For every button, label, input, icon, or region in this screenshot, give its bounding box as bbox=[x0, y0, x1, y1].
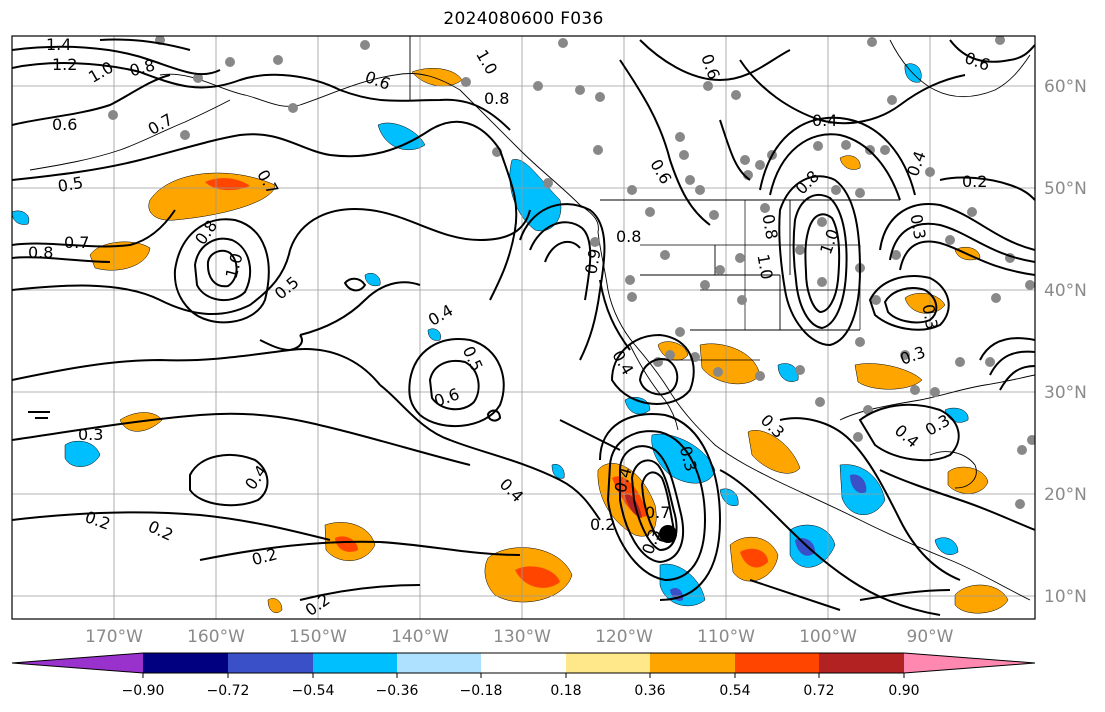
baja-peninsula bbox=[629, 344, 679, 431]
shade-royalblue-east-pac bbox=[795, 538, 815, 556]
gridlines bbox=[12, 36, 1035, 619]
contour-label: 0.4 bbox=[812, 111, 837, 130]
lon-label: 130°W bbox=[493, 627, 551, 647]
colorbar-tick-label: 0.36 bbox=[634, 683, 666, 699]
page-title: 2024080600 F036 bbox=[443, 9, 604, 29]
colorbar-tick-label: 0.54 bbox=[719, 683, 751, 699]
negative-fields bbox=[12, 63, 969, 607]
contour-lines bbox=[12, 38, 1035, 616]
aleutian-chain bbox=[29, 99, 231, 171]
map-frame bbox=[11, 35, 1036, 620]
shade-orange-hudson bbox=[839, 155, 861, 170]
lon-label: 140°W bbox=[391, 627, 449, 647]
contour-label: 0.3 bbox=[918, 303, 941, 331]
shade-blue-bc-coast bbox=[509, 159, 562, 232]
canada-borders bbox=[409, 36, 900, 331]
shade-blue-tc-south bbox=[659, 563, 706, 607]
shading-layer: 1.4 1.2 1.0 0.8 0.6 0.7 0.5 0.7 0.8 0.7 … bbox=[12, 35, 1035, 619]
west-coast bbox=[597, 231, 1031, 601]
lon-label: 100°W bbox=[799, 627, 857, 647]
contour-label: 1.4 bbox=[46, 35, 71, 54]
shade-red-central-pacific bbox=[335, 536, 358, 552]
hudson-bay bbox=[889, 39, 1031, 98]
lon-label: 120°W bbox=[595, 627, 653, 647]
shade-red-east-tropics bbox=[740, 548, 768, 568]
shade-red-south bbox=[515, 566, 560, 588]
contour-label: 0.5 bbox=[56, 173, 84, 196]
shade-blue-sm8 bbox=[364, 272, 381, 287]
shade-blue-sm1 bbox=[719, 488, 739, 506]
lat-label: 30°N bbox=[1044, 383, 1087, 403]
contour-label: 0.8 bbox=[758, 213, 781, 241]
lon-label: 160°W bbox=[187, 627, 245, 647]
colorbar-tick-label: 0.72 bbox=[803, 683, 835, 699]
lon-label: 90°W bbox=[906, 627, 954, 647]
shade-orange-mexico bbox=[747, 430, 801, 474]
contour-label: 0.2 bbox=[962, 172, 987, 191]
shade-blue-sm2 bbox=[551, 464, 565, 479]
contour-label: 0.8 bbox=[28, 243, 53, 262]
shade-blue-tc-east bbox=[651, 433, 716, 484]
shade-orange-west-pacific bbox=[89, 241, 151, 271]
lat-label: 60°N bbox=[1044, 77, 1087, 97]
lat-label: 40°N bbox=[1044, 281, 1087, 301]
lon-label: 170°W bbox=[85, 627, 143, 647]
contour-label: 0.2 bbox=[590, 515, 615, 534]
shade-orange-sm2 bbox=[267, 598, 283, 613]
lon-label: 110°W bbox=[697, 627, 755, 647]
colorbar-tick-label: 0.90 bbox=[888, 683, 920, 699]
contour-label: 1.2 bbox=[52, 55, 77, 74]
contour-label: 0.8 bbox=[484, 89, 509, 108]
contour-label: 0.3 bbox=[906, 213, 929, 241]
shade-blue-central-am bbox=[934, 537, 959, 555]
storm-center-marker bbox=[659, 525, 677, 543]
us-states bbox=[640, 200, 861, 361]
shade-blue-west-pac bbox=[64, 440, 101, 467]
contour-label: 0.8 bbox=[616, 227, 641, 246]
shade-orange-caribbean bbox=[947, 466, 989, 494]
shade-blue-sm5 bbox=[12, 210, 30, 225]
shade-orange-plains bbox=[854, 363, 923, 390]
colorbar-tick-label: −0.36 bbox=[375, 683, 419, 699]
contour-label: 0.7 bbox=[64, 233, 89, 252]
colorbar-tick-label: −0.72 bbox=[206, 683, 250, 699]
contour-label: 0.9 bbox=[581, 247, 604, 275]
contour-label: 1.0 bbox=[753, 253, 776, 281]
alaska-coast bbox=[159, 73, 599, 233]
colorbar-tick-label: 0.18 bbox=[550, 683, 582, 699]
lon-label: 150°W bbox=[289, 627, 347, 647]
yucatan bbox=[929, 451, 977, 489]
colorbar-tick-label: −0.90 bbox=[121, 683, 165, 699]
shade-orange-great-lakes bbox=[904, 293, 946, 314]
station-dots bbox=[108, 36, 1035, 509]
colorbar-tick-label: −0.18 bbox=[459, 683, 503, 699]
positive-fields bbox=[89, 68, 1009, 614]
colorbar-tick-label: −0.54 bbox=[291, 683, 335, 699]
contour-label: 0.3 bbox=[78, 425, 103, 444]
contour-label: 0.6 bbox=[52, 115, 77, 134]
lat-label: 10°N bbox=[1044, 587, 1087, 607]
shade-orange-sw-caribbean bbox=[954, 584, 1009, 614]
shade-blue-sm7 bbox=[427, 328, 441, 341]
lat-label: 50°N bbox=[1044, 179, 1087, 199]
contour-label: 0.7 bbox=[645, 503, 670, 522]
coastlines bbox=[29, 36, 1035, 601]
shade-blue-gulf bbox=[377, 122, 426, 151]
lat-label: 20°N bbox=[1044, 485, 1087, 505]
shade-royalblue-gulf-mexico bbox=[850, 474, 867, 494]
shade-blue-sm3 bbox=[777, 363, 799, 382]
